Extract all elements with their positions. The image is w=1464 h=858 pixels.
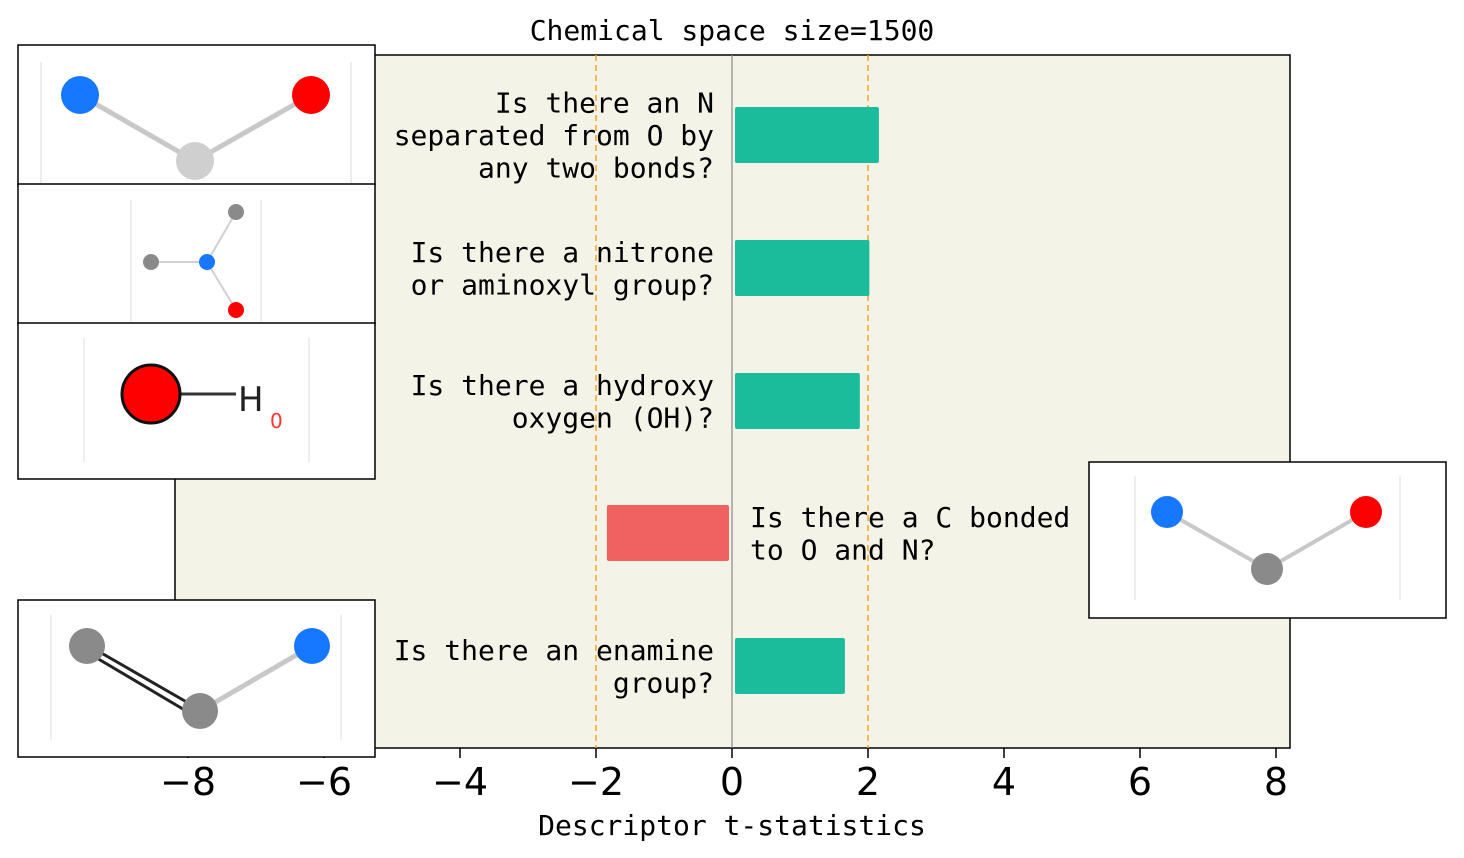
nitrogen-atom-icon xyxy=(1151,496,1183,528)
bar xyxy=(735,240,870,296)
category-label: separated from O by xyxy=(394,119,714,152)
category-label: Is there a C bonded xyxy=(750,501,1070,534)
hydrogen-label: H xyxy=(238,380,264,420)
reference-lines xyxy=(595,55,869,748)
x-tick-label: 6 xyxy=(1128,760,1152,804)
hydrogen-sublabel: 0 xyxy=(270,409,283,433)
category-label: any two bonds? xyxy=(478,152,714,185)
bars xyxy=(606,107,879,694)
carbon-atom-icon xyxy=(228,204,244,220)
x-tick-label: −6 xyxy=(296,760,352,804)
nitrogen-atom-icon xyxy=(61,76,99,114)
category-label: Is there an N xyxy=(495,87,714,120)
nitrogen-atom-icon xyxy=(199,254,215,270)
enamine-molecule xyxy=(17,599,376,758)
x-tick-label: 0 xyxy=(720,760,744,804)
oxygen-atom-icon xyxy=(228,302,244,318)
hydroxy-molecule: H 0 xyxy=(17,322,376,480)
bar xyxy=(735,638,845,694)
carbon-atom-icon xyxy=(182,693,218,729)
carbon-atom-icon xyxy=(143,254,159,270)
bar xyxy=(735,107,879,163)
x-axis: −8 −6 −4 −2 0 2 4 6 8 xyxy=(160,748,1288,804)
carbon-atom-icon xyxy=(176,142,214,180)
category-label: Is there an enamine xyxy=(394,634,714,667)
chart-title: Chemical space size=1500 xyxy=(530,14,935,47)
carbon-atom-icon xyxy=(69,628,105,664)
category-label: Is there a nitrone xyxy=(411,236,714,269)
category-label: oxygen (OH)? xyxy=(512,401,714,434)
x-tick-label: 8 xyxy=(1264,760,1288,804)
bar xyxy=(606,505,729,561)
bar xyxy=(735,373,860,429)
category-label: group? xyxy=(613,666,714,699)
x-tick-label: 4 xyxy=(992,760,1016,804)
category-label: Is there a hydroxy xyxy=(411,369,714,402)
x-tick-label: −8 xyxy=(160,760,216,804)
c-bonded-o-n-molecule xyxy=(1088,461,1447,619)
nitrogen-atom-icon xyxy=(294,628,330,664)
x-axis-label: Descriptor t-statistics xyxy=(538,809,926,842)
x-tick-label: 2 xyxy=(856,760,880,804)
oxygen-atom-icon xyxy=(292,76,330,114)
carbon-atom-icon xyxy=(1251,553,1283,585)
category-label: to O and N? xyxy=(750,533,935,566)
nitrone-molecule xyxy=(17,183,376,325)
n-o-two-bonds-molecule xyxy=(17,44,376,186)
oxygen-atom-icon xyxy=(120,363,182,425)
category-label: or aminoxyl group? xyxy=(411,268,714,301)
x-tick-label: −2 xyxy=(568,760,624,804)
oxygen-atom-icon xyxy=(1350,496,1382,528)
x-tick-label: −4 xyxy=(432,760,488,804)
